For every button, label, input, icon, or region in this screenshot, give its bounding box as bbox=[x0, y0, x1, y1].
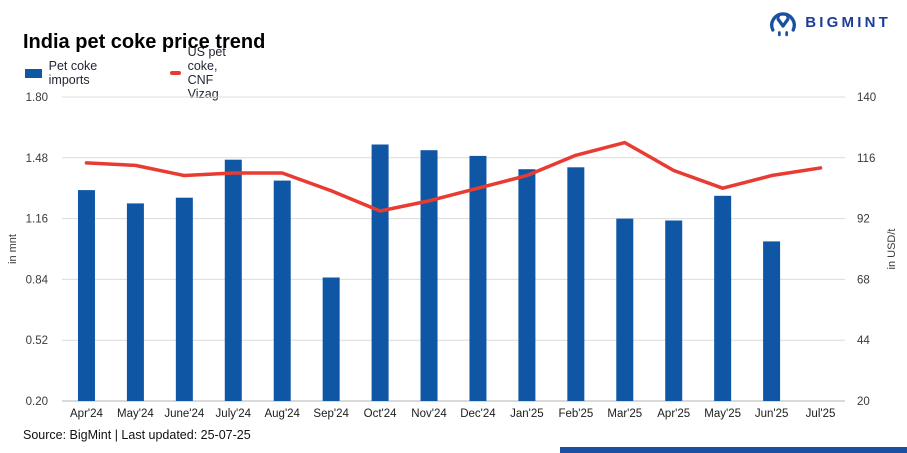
brand-name: BIGMINT bbox=[805, 14, 891, 31]
x-axis-label-Jan'25: Jan'25 bbox=[510, 408, 544, 420]
bar-Aug'24 bbox=[273, 180, 291, 401]
bar-Sep'24 bbox=[322, 277, 340, 401]
bar-Jan'25 bbox=[518, 169, 536, 401]
x-axis-label-July'24: July'24 bbox=[216, 408, 252, 420]
legend-item-pet-coke-imports: Pet coke imports bbox=[25, 59, 102, 87]
bar-May'24 bbox=[126, 203, 144, 401]
right-axis-tick-label: 20 bbox=[857, 396, 870, 408]
left-axis-tick-label: 0.52 bbox=[26, 335, 48, 347]
x-axis-label-May'24: May'24 bbox=[117, 408, 154, 420]
bar-Apr'24 bbox=[77, 190, 95, 401]
x-axis-label-Nov'24: Nov'24 bbox=[411, 408, 447, 420]
left-axis-tick-label: 0.84 bbox=[26, 274, 49, 286]
x-axis-label-Apr'25: Apr'25 bbox=[657, 408, 690, 420]
bar-Mar'25 bbox=[616, 218, 634, 401]
bar-Feb'25 bbox=[567, 167, 585, 401]
bar-July'24 bbox=[224, 159, 242, 401]
price-line bbox=[84, 140, 823, 213]
source-note: Source: BigMint | Last updated: 25-07-25 bbox=[23, 428, 251, 442]
x-axis-label-June'24: June'24 bbox=[164, 408, 205, 420]
right-axis-tick-label: 44 bbox=[857, 335, 870, 347]
x-axis-label-Feb'25: Feb'25 bbox=[558, 408, 593, 420]
left-axis-unit-label: in mnt bbox=[7, 234, 19, 264]
left-axis-tick-label: 1.80 bbox=[26, 92, 48, 104]
bar-Apr'25 bbox=[665, 220, 683, 401]
brand-logo[interactable]: BIGMINT bbox=[768, 8, 891, 37]
x-axis-label-Aug'24: Aug'24 bbox=[264, 408, 300, 420]
left-axis-tick-label: 1.16 bbox=[26, 214, 48, 226]
left-axis-tick-label: 0.20 bbox=[26, 396, 48, 408]
legend-label: Pet coke imports bbox=[48, 59, 98, 87]
bigmint-logo-icon bbox=[768, 8, 798, 37]
chart-title: India pet coke price trend bbox=[23, 31, 266, 53]
right-axis-tick-label: 140 bbox=[857, 92, 876, 104]
x-axis-label-May'25: May'25 bbox=[704, 408, 741, 420]
right-axis-tick-label: 68 bbox=[857, 274, 870, 286]
bar-May'25 bbox=[714, 195, 732, 401]
right-axis-tick-label: 116 bbox=[857, 153, 875, 165]
x-axis-label-Dec'24: Dec'24 bbox=[460, 408, 496, 420]
right-axis-unit-label: in USD/t bbox=[886, 228, 898, 270]
right-axis-tick-label: 92 bbox=[857, 214, 870, 226]
bar-Oct'24 bbox=[371, 144, 389, 401]
line-series-swatch bbox=[170, 71, 181, 75]
bar-Jun'25 bbox=[763, 241, 781, 401]
bar-Nov'24 bbox=[420, 150, 438, 401]
bar-series-swatch bbox=[25, 68, 42, 78]
x-axis-label-Apr'24: Apr'24 bbox=[70, 408, 103, 420]
x-axis-label-Sep'24: Sep'24 bbox=[313, 408, 349, 420]
x-axis-label-Jun'25: Jun'25 bbox=[755, 408, 789, 420]
left-axis-tick-label: 1.48 bbox=[26, 153, 48, 165]
footer-accent-bar bbox=[560, 447, 907, 453]
bar-June'24 bbox=[175, 197, 193, 401]
x-axis-label-Oct'24: Oct'24 bbox=[364, 408, 397, 420]
x-axis-label-Jul'25: Jul'25 bbox=[806, 408, 836, 420]
x-axis-label-Mar'25: Mar'25 bbox=[607, 408, 642, 420]
bar-Dec'24 bbox=[469, 155, 487, 401]
